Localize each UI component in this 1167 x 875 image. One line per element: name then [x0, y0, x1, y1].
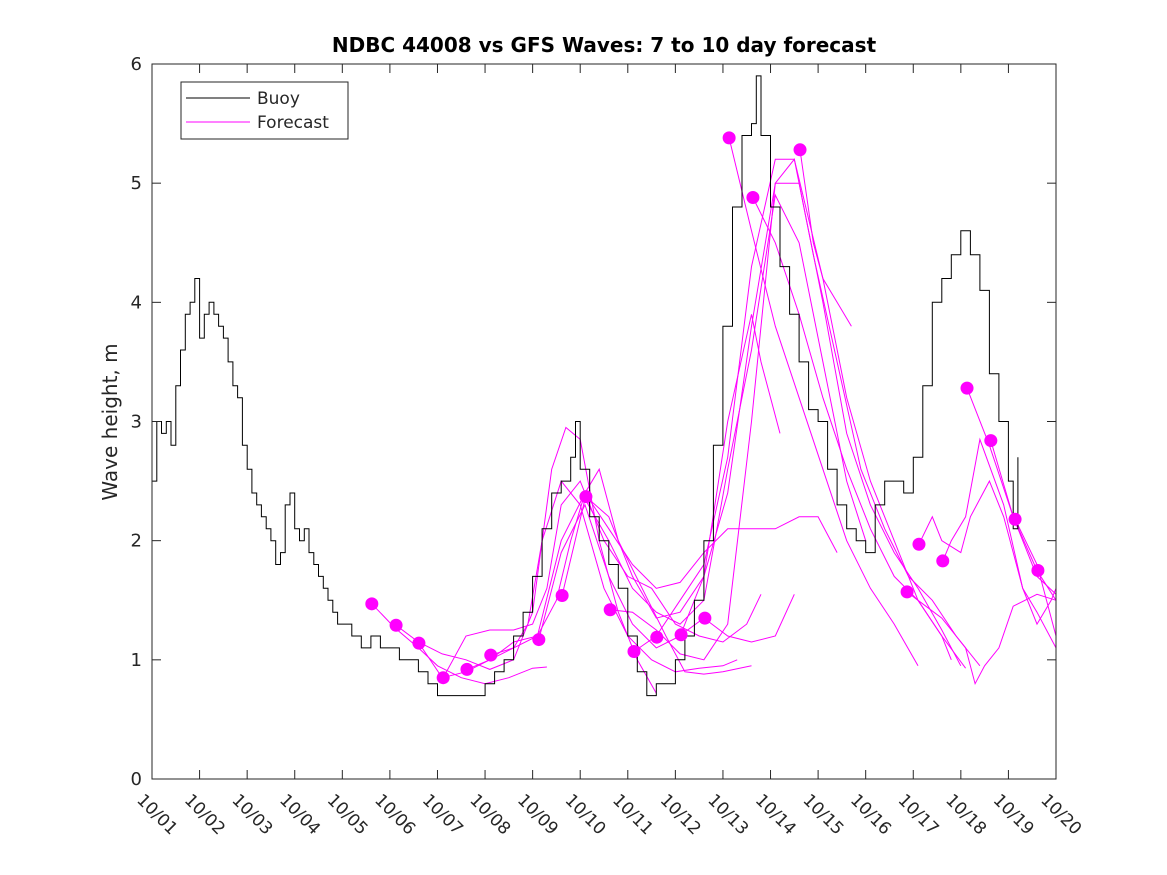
forecast-point-11	[650, 630, 664, 644]
forecast-point-9	[603, 603, 617, 617]
x-tick-label: 10/10	[561, 790, 610, 839]
forecast-line-14	[799, 149, 852, 327]
forecast-line-4	[466, 467, 752, 675]
forecast-point-1	[389, 618, 403, 632]
legend: Buoy Forecast	[180, 81, 349, 140]
forecast-line-15	[906, 591, 1057, 686]
forecast-point-15	[746, 190, 760, 204]
y-tick-label: 5	[131, 173, 142, 194]
x-tick-label: 10/15	[799, 790, 848, 839]
plot-area	[152, 64, 1057, 779]
x-tick-label: 10/17	[894, 790, 943, 839]
legend-box	[180, 81, 349, 140]
x-tick-label: 10/03	[228, 790, 277, 839]
forecast-point-23	[1031, 563, 1045, 577]
chart-title: NDBC 44008 vs GFS Waves: 7 to 10 day for…	[332, 33, 877, 57]
buoy-line	[152, 75, 1019, 697]
legend-label-forecast: Forecast	[257, 113, 329, 133]
forecast-point-19	[936, 554, 950, 568]
forecast-point-18	[912, 537, 926, 551]
forecast-line-5	[490, 492, 838, 656]
forecast-point-5	[484, 648, 498, 662]
y-tick-label: 4	[131, 292, 142, 313]
forecast-line-12	[728, 137, 919, 667]
forecast-point-17	[900, 585, 914, 599]
y-axis-label: Wave height, m	[98, 343, 122, 500]
plot-background	[152, 64, 1056, 779]
forecast-line-16	[918, 479, 1057, 626]
x-tick-label: 10/07	[418, 790, 467, 839]
x-tick-label: 10/11	[608, 790, 657, 839]
y-tick-label: 6	[131, 54, 142, 75]
forecast-point-7	[555, 588, 569, 602]
x-tick-label: 10/20	[1036, 790, 1085, 839]
forecast-point-22	[1008, 512, 1022, 526]
forecast-line-0	[371, 603, 547, 685]
x-tick-label: 10/13	[703, 790, 752, 839]
x-tick-label: 10/04	[275, 790, 324, 839]
forecast-point-13	[698, 611, 712, 625]
forecast-line-10	[633, 158, 981, 667]
forecast-point-6	[532, 633, 546, 647]
x-tick-label: 10/09	[513, 790, 562, 839]
x-tick-label: 10/18	[941, 790, 990, 839]
forecast-point-2	[412, 636, 426, 650]
forecast-point-16	[793, 143, 807, 157]
x-tick-label: 10/02	[180, 790, 229, 839]
y-tick-label: 3	[131, 412, 142, 433]
forecast-line-19	[990, 440, 1057, 595]
forecast-point-21	[984, 434, 998, 448]
forecast-point-0	[365, 597, 379, 611]
forecast-point-10	[627, 644, 641, 658]
x-tick-label: 10/05	[323, 790, 372, 839]
y-tick-label: 0	[131, 769, 142, 790]
forecast-point-3	[436, 671, 450, 685]
forecast-point-4	[460, 662, 474, 676]
x-tick-label: 10/19	[989, 790, 1038, 839]
forecast-point-20	[960, 381, 974, 395]
forecast-line-13	[752, 197, 967, 669]
x-tick-label: 10/08	[466, 790, 515, 839]
legend-label-buoy: Buoy	[257, 89, 300, 109]
x-tick-label: 10/16	[846, 790, 895, 839]
y-tick-label: 2	[131, 531, 142, 552]
x-tick-label: 10/06	[370, 790, 419, 839]
x-tick-label: 10/12	[656, 790, 705, 839]
forecast-line-17	[942, 437, 1057, 649]
forecast-point-14	[722, 131, 736, 145]
y-tick-label: 1	[131, 650, 142, 671]
x-tick-label: 10/01	[132, 790, 181, 839]
forecast-point-12	[674, 628, 688, 642]
x-tick-label: 10/14	[751, 790, 800, 839]
forecast-point-8	[579, 490, 593, 504]
